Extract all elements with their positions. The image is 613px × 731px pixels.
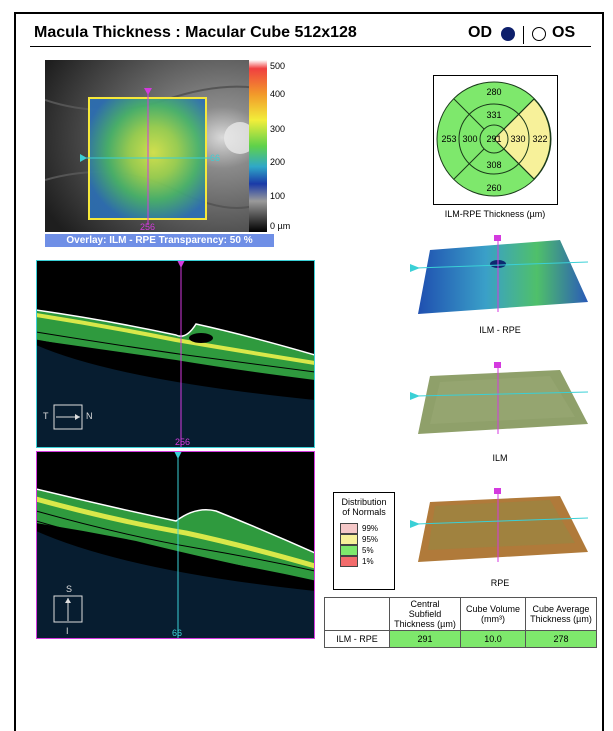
summary-row-label: ILM - RPE [324, 630, 390, 648]
etdrs-outer-top: 280 [486, 87, 501, 97]
bscan-h-slice: 256 [175, 437, 191, 447]
summary-header-cst: Central Subfield Thickness (µm) [389, 597, 461, 631]
surface-ilm-label: ILM [492, 453, 508, 463]
bscan-h-orientation-left: T [43, 411, 49, 421]
report-frame [14, 12, 604, 731]
surface-rpe-label: RPE [490, 578, 510, 588]
etdrs-box [433, 75, 558, 205]
etdrs-inner-right: 330 [510, 134, 525, 144]
legend-swatch [340, 556, 358, 567]
report-title: Macula Thickness : Macular Cube 512x128 [34, 24, 357, 41]
etdrs-center: 291 [486, 134, 501, 144]
legend-level-4: 1% [340, 556, 378, 567]
bscan-horizontal[interactable] [36, 260, 315, 448]
bscan-v-orientation-top: S [66, 584, 73, 594]
legend-level-label: 99% [362, 524, 379, 533]
legend-swatch [340, 523, 358, 534]
etdrs-outer-left: 253 [441, 134, 456, 144]
summary-header-blank [324, 597, 390, 631]
bscan-h-orientation-right: N [86, 411, 93, 421]
scale-label-0: 0 µm [270, 221, 291, 231]
etdrs-inner-bottom: 308 [486, 160, 501, 170]
bscan-v-slice: 66 [172, 628, 183, 638]
etdrs-outer-right: 322 [532, 134, 547, 144]
eye-separator [523, 26, 524, 44]
od-selected-dot[interactable] [501, 27, 515, 41]
surface-ilm-rpe-label: ILM - RPE [479, 325, 521, 335]
summary-value-avg: 278 [525, 630, 597, 648]
os-label[interactable]: OS [552, 24, 576, 41]
legend-level-3: 5% [340, 545, 378, 556]
legend-title-1: Distribution [341, 497, 387, 507]
etdrs-caption: ILM-RPE Thickness (µm) [444, 209, 546, 219]
bscan-horizontal-frame [36, 260, 315, 448]
legend-title-2: of Normals [342, 507, 386, 517]
scale-label-500: 500 [270, 61, 286, 71]
summary-value-volume: 10.0 [460, 630, 526, 648]
etdrs-inner-left: 300 [462, 134, 477, 144]
legend-swatch [340, 534, 358, 545]
legend-level-1: 99% [340, 523, 378, 534]
surface-ilm[interactable] [410, 362, 590, 442]
fundus-marker-66: 66 [210, 153, 221, 163]
summary-header-volume: Cube Volume (mm³) [460, 597, 526, 631]
os-radio[interactable] [532, 27, 546, 41]
surface-ilm-rpe[interactable] [410, 232, 590, 320]
fundus-thickness-map[interactable] [45, 60, 267, 232]
legend-level-label: 1% [362, 557, 374, 566]
scale-label-300: 300 [270, 124, 286, 134]
etdrs-grid[interactable]: 280 331 253 300 291 330 322 308 260 [434, 76, 555, 202]
surface-rpe[interactable] [410, 488, 590, 570]
normals-legend: Distribution of Normals 99% 95% 5% 1% [333, 492, 395, 590]
etdrs-outer-bottom: 260 [486, 183, 501, 193]
summary-header-avg: Cube Average Thickness (µm) [525, 597, 597, 631]
fundus-marker-256: 256 [140, 222, 156, 232]
legend-level-label: 5% [362, 546, 374, 555]
summary-table: Central Subfield Thickness (µm) Cube Vol… [324, 597, 597, 648]
od-label[interactable]: OD [468, 24, 492, 41]
title-rule [30, 46, 591, 47]
legend-swatch [340, 545, 358, 556]
legend-swatches: 99% 95% 5% 1% [340, 523, 378, 567]
scale-label-200: 200 [270, 157, 286, 167]
legend-level-label: 95% [362, 535, 379, 544]
overlay-caption: Overlay: ILM - RPE Transparency: 50 % [45, 234, 274, 247]
etdrs-inner-top: 331 [486, 110, 501, 120]
bscan-vertical[interactable] [36, 451, 315, 639]
scale-label-400: 400 [270, 89, 286, 99]
bscan-vertical-frame [36, 451, 315, 639]
bscan-v-orientation-bottom: I [66, 626, 69, 636]
summary-value-cst: 291 [389, 630, 461, 648]
legend-level-2: 95% [340, 534, 378, 545]
scale-label-100: 100 [270, 191, 286, 201]
thickness-color-scale [249, 60, 267, 232]
